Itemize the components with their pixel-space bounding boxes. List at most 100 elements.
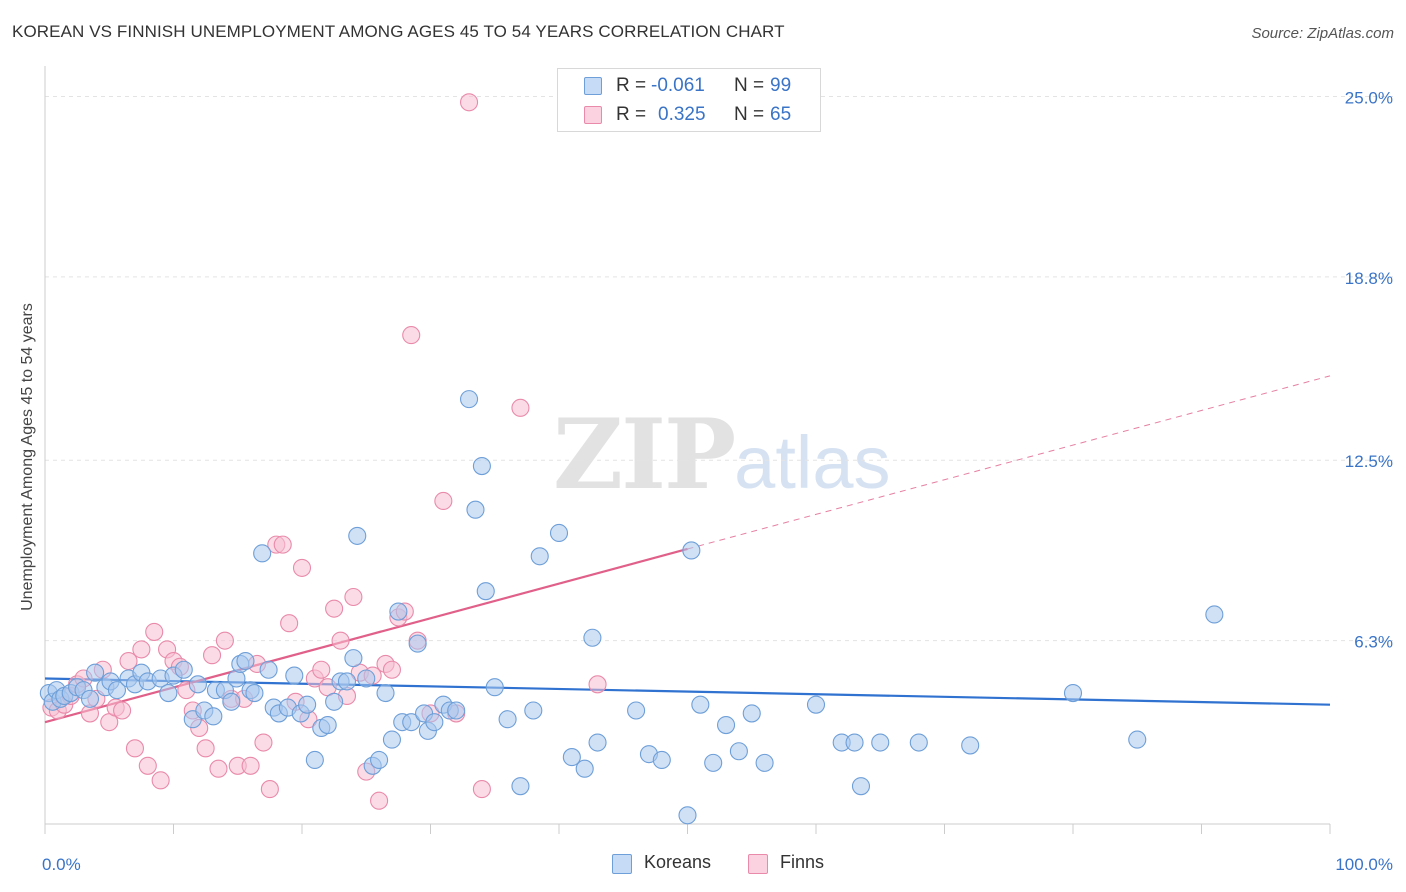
- korean-point: [408, 634, 427, 653]
- korean-point: [562, 748, 581, 767]
- korean-point: [348, 526, 367, 545]
- korean-point: [485, 678, 504, 697]
- finn-point: [325, 599, 344, 618]
- source-label: Source: ZipAtlas.com: [1251, 25, 1394, 42]
- legend-swatch-koreans: [584, 77, 602, 95]
- korean-point: [370, 750, 389, 770]
- finn-point: [459, 93, 479, 112]
- korean-point: [86, 663, 105, 682]
- korean-point: [285, 666, 304, 685]
- korean-point: [472, 457, 491, 476]
- korean-point: [575, 759, 594, 778]
- finn-point: [434, 491, 453, 511]
- korean-point: [627, 701, 646, 720]
- finn-point: [292, 558, 312, 577]
- korean-point: [652, 750, 671, 770]
- finn-point: [241, 756, 260, 775]
- korean-point: [691, 695, 710, 714]
- korean-point: [174, 660, 193, 679]
- legend-label-finns: Finns: [780, 852, 825, 872]
- y-tick-labels: 6.3% 12.5% 18.8% 25.0%: [1345, 88, 1393, 651]
- finn-point: [382, 660, 402, 679]
- watermark: ZIPatlas: [553, 398, 890, 511]
- finn-point: [113, 701, 132, 720]
- finn-point: [203, 646, 222, 665]
- korean-point: [159, 683, 178, 703]
- korean-point: [511, 777, 530, 796]
- korean-point: [389, 602, 408, 621]
- korean-point: [259, 660, 278, 679]
- trend-line-koreans: [44, 677, 1331, 706]
- korean-point: [1128, 730, 1147, 749]
- korean-point: [716, 716, 736, 735]
- korean-point: [806, 695, 826, 714]
- finn-point: [344, 587, 363, 607]
- legend-swatch-finns: [748, 854, 768, 874]
- finn-point: [472, 780, 491, 799]
- legend-r-value: 0.325: [658, 104, 706, 125]
- y-tick-label: 18.8%: [1345, 269, 1393, 288]
- korean-point: [729, 742, 748, 761]
- korean-point: [337, 672, 357, 691]
- legend-n-value: 65: [770, 104, 792, 125]
- korean-point: [530, 547, 549, 566]
- legend-n-value: 99: [770, 75, 792, 96]
- korean-point: [80, 689, 100, 708]
- legend-swatch-koreans: [612, 854, 632, 874]
- finn-point: [125, 739, 144, 758]
- korean-point: [682, 541, 701, 560]
- korean-point: [376, 683, 395, 703]
- y-tick-label: 12.5%: [1345, 452, 1393, 471]
- watermark-atlas: atlas: [734, 421, 891, 504]
- korean-point: [357, 669, 376, 688]
- korean-point: [871, 733, 890, 752]
- finn-point: [138, 756, 157, 775]
- korean-point: [524, 701, 543, 720]
- korean-point: [325, 692, 344, 711]
- finn-point: [145, 622, 164, 641]
- korean-point: [583, 628, 602, 647]
- correlation-legend: R = -0.061 N = 99 R = 0.325 N = 65: [557, 68, 821, 132]
- korean-point: [107, 681, 127, 700]
- legend-r-label: R =: [616, 104, 647, 125]
- finn-point: [280, 614, 299, 633]
- korean-point: [704, 753, 723, 772]
- finn-point: [254, 733, 273, 752]
- korean-point: [305, 750, 324, 770]
- korean-point: [476, 582, 495, 601]
- finn-point: [370, 791, 389, 810]
- korean-point: [845, 733, 864, 752]
- legend-n-label: N =: [734, 75, 765, 96]
- x-tick-label-min: 0.0%: [42, 855, 81, 874]
- legend-label-koreans: Koreans: [644, 852, 712, 872]
- legend-r-label: R =: [616, 75, 647, 96]
- watermark-zip: ZIP: [553, 398, 736, 511]
- finn-point: [588, 675, 607, 694]
- axes: [44, 66, 1331, 834]
- finn-point: [151, 771, 170, 790]
- trend-line-finns: [44, 547, 688, 724]
- korean-point: [459, 390, 479, 409]
- y-tick-label: 25.0%: [1345, 88, 1393, 107]
- x-tick-label-max: 100.0%: [1335, 855, 1393, 874]
- korean-point: [755, 753, 774, 772]
- korean-point: [1205, 605, 1224, 624]
- finn-point: [312, 660, 331, 679]
- y-tick-label: 6.3%: [1354, 633, 1393, 652]
- korean-point: [498, 710, 517, 729]
- finn-point: [273, 535, 292, 554]
- finn-point: [215, 631, 234, 650]
- korean-point: [298, 695, 317, 714]
- legend-row-koreans: R = -0.061 N = 99: [558, 71, 820, 101]
- korean-point: [425, 713, 444, 732]
- korean-point: [344, 649, 363, 668]
- finn-point: [196, 739, 215, 758]
- korean-point: [236, 651, 255, 671]
- korean-point: [909, 733, 928, 752]
- korean-point: [549, 523, 569, 543]
- korean-point: [188, 675, 207, 694]
- trend-lines: [44, 375, 1331, 724]
- korean-point: [588, 733, 607, 752]
- x-tick-labels: 0.0% 100.0%: [42, 855, 1393, 874]
